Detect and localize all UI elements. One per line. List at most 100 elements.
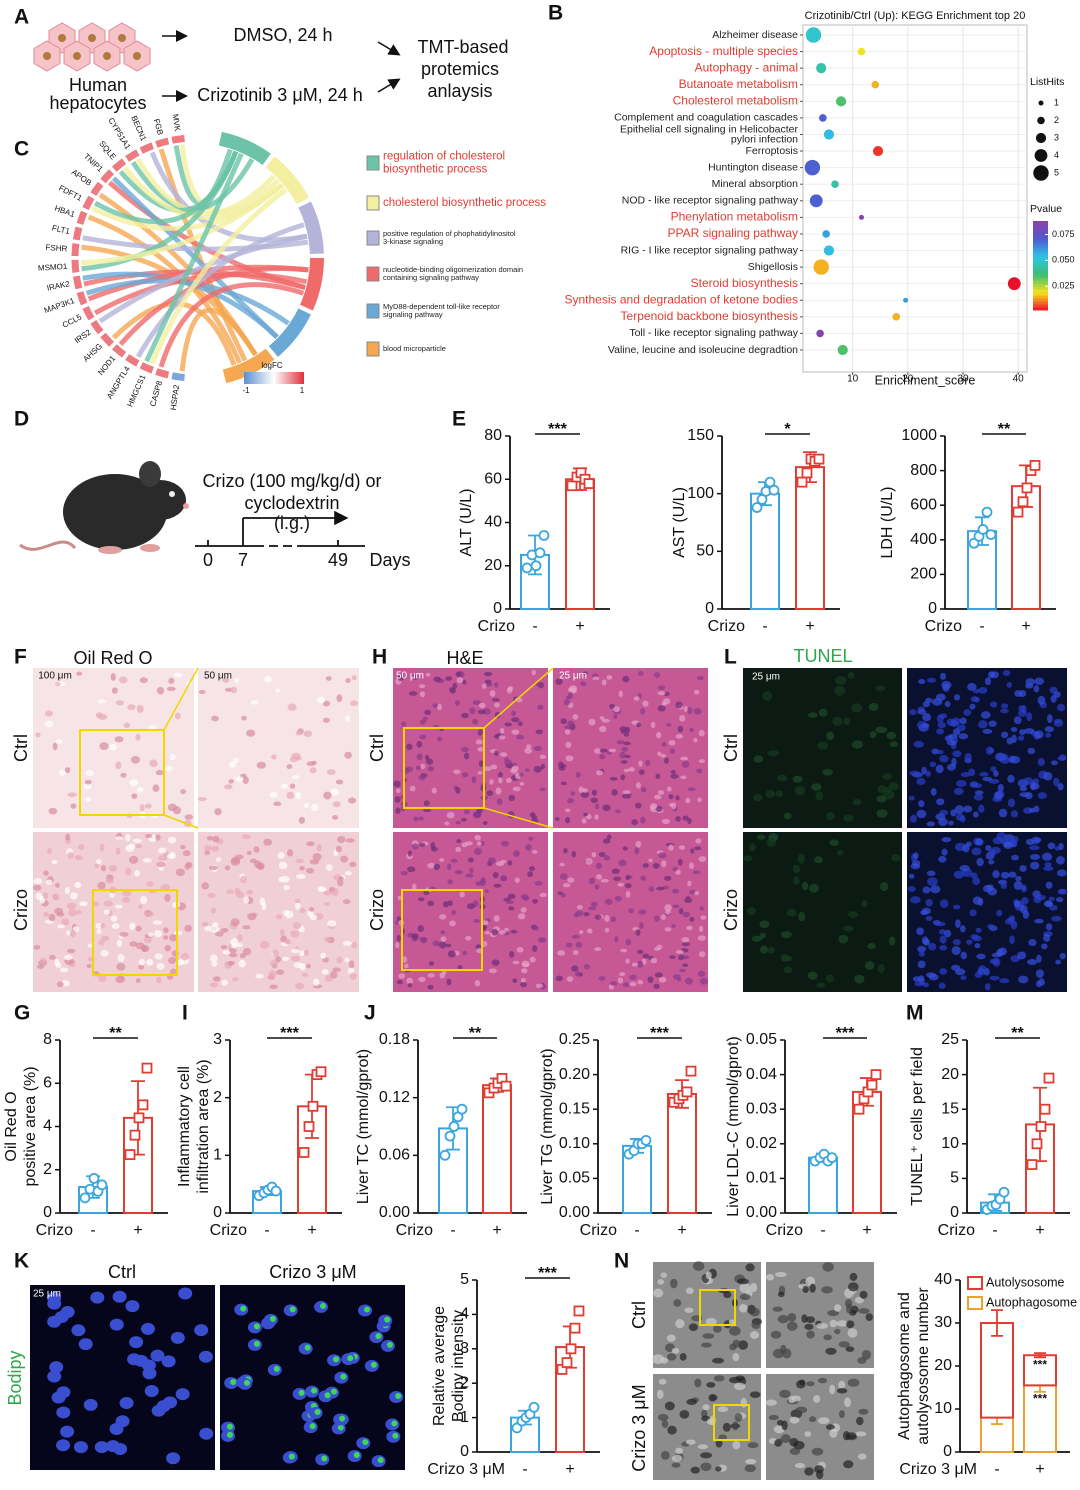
texture (681, 942, 690, 947)
texture (939, 935, 947, 944)
gene-arc (171, 134, 185, 144)
texture (732, 1440, 741, 1450)
texture (611, 868, 620, 874)
y-tick-label: 3 (460, 1340, 469, 1357)
texture (351, 942, 358, 949)
x-tick-label: 30 (957, 374, 969, 385)
texture (477, 709, 486, 715)
texture (591, 851, 597, 858)
texture (1019, 729, 1026, 736)
texture (660, 1357, 669, 1364)
texture (668, 802, 674, 807)
texture (395, 807, 401, 814)
texture (938, 855, 947, 863)
texture (823, 1334, 832, 1341)
timeline-tick: 49 (328, 550, 348, 570)
texture (488, 968, 497, 974)
texture (303, 949, 310, 957)
texture (619, 726, 627, 732)
point (853, 1103, 865, 1115)
texture (610, 916, 616, 923)
texture (948, 820, 954, 826)
texture (1055, 897, 1064, 903)
texture (442, 901, 449, 908)
texture (1013, 900, 1021, 908)
texture (666, 786, 672, 792)
texture (789, 1447, 801, 1455)
texture (125, 833, 131, 842)
point (1039, 1103, 1051, 1115)
gene-arc (72, 275, 83, 290)
legend-swatch (967, 1276, 983, 1290)
ribbon (81, 150, 239, 272)
texture (277, 852, 285, 859)
texture (850, 1305, 859, 1314)
point (1007, 277, 1021, 291)
term-label: regulation of cholesterol (383, 151, 505, 163)
cell (56, 1439, 71, 1452)
texture (427, 862, 436, 869)
texture (880, 881, 889, 892)
texture (629, 974, 637, 981)
texture (52, 893, 60, 901)
texture (51, 859, 58, 865)
texture (135, 978, 141, 983)
term-swatch (366, 230, 380, 246)
point (796, 476, 808, 488)
texture (250, 700, 259, 705)
texture (428, 961, 435, 966)
y-axis-title: Oil Red O (3, 1091, 20, 1161)
texture (917, 960, 926, 969)
texture (984, 983, 991, 991)
texture (697, 970, 706, 977)
texture (1034, 918, 1044, 924)
term-label: blood microparticle (383, 344, 446, 353)
texture (732, 1353, 740, 1362)
texture (640, 707, 645, 715)
size-legend-label: 1 (1054, 97, 1059, 107)
texture (100, 864, 107, 872)
texture (640, 816, 646, 824)
texture (316, 843, 322, 852)
nucleus (133, 52, 141, 60)
texture (326, 769, 336, 776)
texture (184, 924, 193, 933)
texture (204, 925, 211, 932)
texture (156, 976, 162, 984)
lipid (288, 1453, 295, 1460)
gene-arc (90, 319, 104, 335)
cell (161, 1355, 176, 1368)
texture (78, 844, 85, 850)
cell (71, 1324, 86, 1337)
y-tick-label: Toll - like receptor signaling pathway (629, 327, 798, 339)
texture (939, 754, 949, 763)
lipid (304, 1344, 311, 1351)
texture (224, 784, 233, 790)
y-axis-title: Inflammatory cell (176, 1066, 193, 1187)
texture (767, 946, 775, 954)
texture (269, 984, 278, 990)
texture (794, 1462, 806, 1469)
point (270, 1185, 282, 1197)
texture (492, 872, 499, 879)
arm-label: DMSO, 24 h (233, 25, 332, 45)
texture (624, 754, 631, 759)
texture (925, 898, 933, 907)
texture (419, 684, 426, 689)
texture (697, 797, 702, 803)
texture (712, 1357, 725, 1364)
texture (294, 902, 301, 910)
texture (938, 982, 946, 989)
texture (663, 698, 671, 705)
texture (825, 1424, 835, 1430)
texture (683, 705, 689, 712)
texture (484, 930, 491, 935)
row-label: Crizo (11, 889, 31, 931)
lipid (289, 1306, 296, 1313)
zoom-connector (163, 814, 199, 829)
point (751, 502, 763, 513)
texture (474, 979, 481, 987)
texture (650, 721, 656, 729)
texture (596, 770, 604, 776)
texture (180, 789, 187, 795)
